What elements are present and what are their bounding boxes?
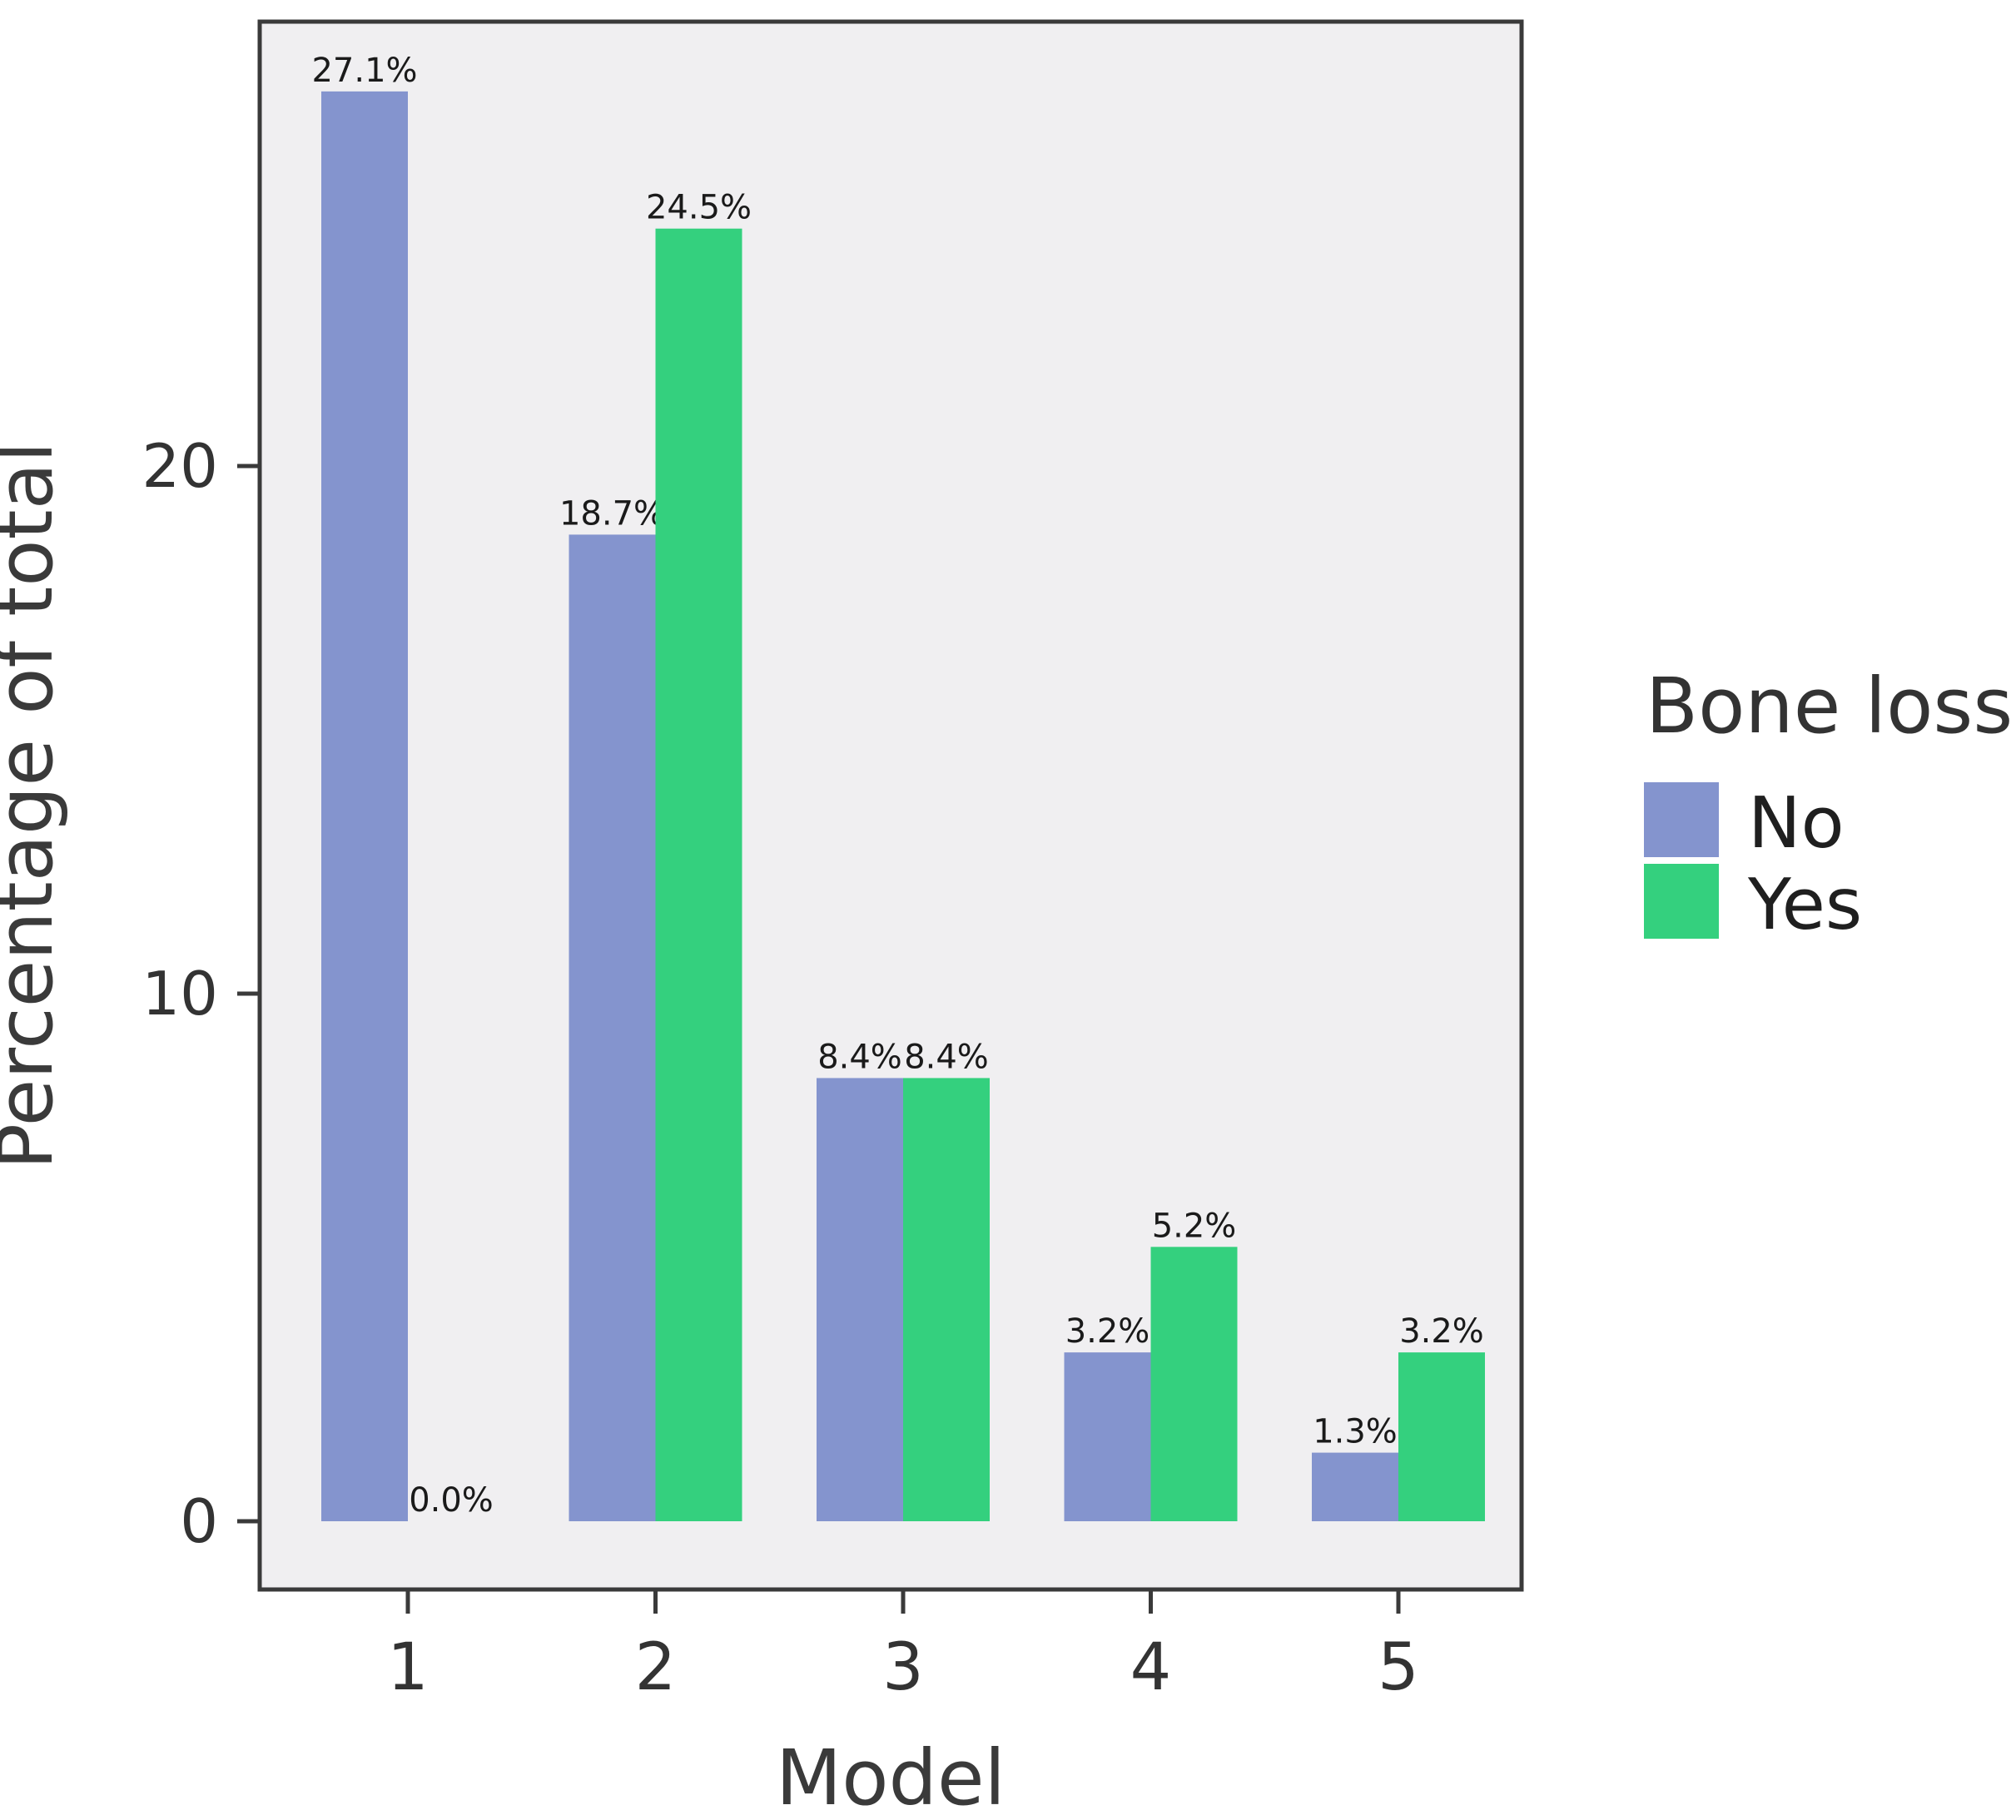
y-tick-label-0: 0 [180,1486,218,1556]
bar-label-model-4-yes: 5.2% [1152,1207,1237,1245]
y-axis: 0 10 20 [142,431,260,1556]
bar-model-5-yes [1398,1352,1485,1521]
x-tick-label-5: 5 [1378,1630,1419,1705]
y-tick-label-10: 10 [142,959,218,1029]
bar-model-4-yes [1150,1247,1238,1521]
bar-model-3-yes [903,1078,990,1521]
panel-border [257,19,1524,1592]
legend-label-yes: Yes [1747,864,1862,946]
bar-label-model-3-no: 8.4% [817,1038,902,1076]
x-tick-label-1: 1 [387,1630,429,1705]
legend-title: Bone loss [1646,662,2013,751]
bar-label-model-5-no: 1.3% [1313,1413,1398,1451]
legend-swatch-yes [1644,864,1719,939]
y-tick-label-20: 20 [142,431,218,501]
bar-label-model-2-no: 18.7% [559,494,665,533]
bar-label-model-1-no: 27.1% [311,52,417,90]
y-axis-title: Percentage of total [0,441,70,1169]
bar-label-model-4-no: 3.2% [1065,1312,1150,1351]
bar-model-2-no [569,534,656,1522]
x-axis-title: Model [776,1733,1006,1820]
x-tick-label-4: 4 [1130,1630,1172,1705]
x-tick-label-3: 3 [882,1630,924,1705]
legend-label-no: No [1748,782,1845,865]
bar-model-5-no [1312,1452,1398,1521]
bar-label-model-2-yes: 24.5% [646,189,752,227]
x-tick-label-2: 2 [635,1630,677,1705]
bar-model-1-no [321,91,408,1522]
legend-swatch-no [1644,782,1719,857]
bar-model-3-no [817,1078,903,1521]
bar-model-2-yes [655,228,742,1522]
bars-layer: 27.1% 18.7% 8.4% 3.2% 1.3% 0.0% 24.5% 8.4% 5.2% 3… [311,52,1485,1522]
bar-label-model-3-yes: 8.4% [904,1038,989,1076]
x-axis: 1 2 3 4 5 [387,1591,1419,1705]
bar-label-model-5-yes: 3.2% [1399,1312,1484,1351]
panel-border-box [257,19,1524,1592]
legend: Bone loss No Yes [1644,662,2013,946]
bar-label-model-1-yes: 0.0% [409,1481,494,1520]
bar-model-4-no [1064,1352,1151,1521]
